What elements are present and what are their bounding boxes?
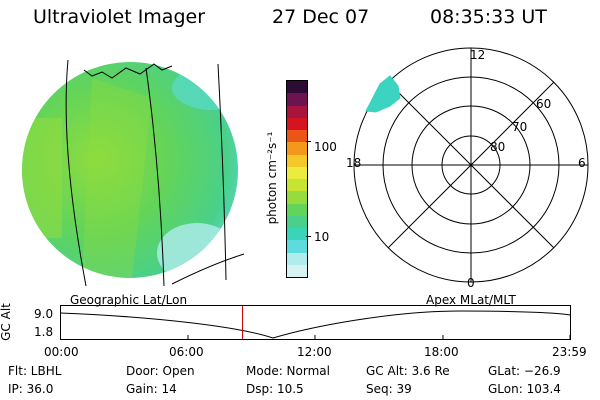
mlt-6: 6 bbox=[578, 156, 586, 170]
date-label: 27 Dec 07 bbox=[272, 6, 370, 28]
alt-ylabel: GC Alt bbox=[0, 303, 13, 341]
gain-status: Gain: 14 bbox=[126, 382, 177, 396]
seq-status: Seq: 39 bbox=[366, 382, 412, 396]
alt-xtick-0000: 00:00 bbox=[44, 345, 79, 359]
glat-status: GLat: −26.9 bbox=[488, 364, 561, 378]
mlt-18: 18 bbox=[346, 156, 362, 170]
colorbar-segment bbox=[287, 142, 307, 155]
colorbar-segment bbox=[287, 252, 307, 265]
glon-status: GLon: 103.4 bbox=[488, 382, 561, 396]
aurora-patch bbox=[365, 75, 401, 113]
colorbar-segment bbox=[287, 117, 307, 130]
colorbar-segment bbox=[287, 179, 307, 192]
filter-status: Flt: LBHL bbox=[8, 364, 62, 378]
alt-xtick-1200: 12:00 bbox=[297, 345, 332, 359]
mlat-80: 80 bbox=[490, 140, 506, 154]
alt-xtick-1800: 18:00 bbox=[424, 345, 459, 359]
colorbar-label: photon cm⁻²s⁻¹ bbox=[265, 131, 279, 225]
altitude-curve bbox=[60, 310, 571, 339]
polar-plot bbox=[353, 47, 589, 283]
colorbar-segment bbox=[287, 215, 307, 228]
colorbar bbox=[286, 80, 308, 278]
alt-ytick-1-8: 1.8 bbox=[34, 325, 54, 339]
colorbar-segment bbox=[287, 264, 307, 277]
time-label: 08:35:33 UT bbox=[430, 6, 547, 28]
gc-alt-status: GC Alt: 3.6 Re bbox=[366, 364, 450, 378]
colorbar-segment bbox=[287, 203, 307, 216]
door-status: Door: Open bbox=[126, 364, 195, 378]
ip-status: IP: 36.0 bbox=[8, 382, 54, 396]
mlt-12: 12 bbox=[470, 48, 486, 62]
colorbar-segment bbox=[287, 93, 307, 106]
instrument-title: Ultraviolet Imager bbox=[33, 6, 206, 28]
colorbar-tick-10: 10 bbox=[314, 230, 330, 244]
mode-status: Mode: Normal bbox=[246, 364, 330, 378]
colorbar-segment bbox=[287, 166, 307, 179]
mlt-0: 0 bbox=[467, 276, 475, 290]
altitude-plot bbox=[60, 305, 571, 340]
alt-ytick-9: 9.0 bbox=[34, 307, 54, 321]
mlat-60: 60 bbox=[536, 97, 552, 111]
colorbar-segment bbox=[287, 105, 307, 118]
geographic-label: Geographic Lat/Lon bbox=[70, 293, 188, 307]
colorbar-segment bbox=[287, 130, 307, 143]
colorbar-segment bbox=[287, 228, 307, 241]
alt-xtick-0600: 06:00 bbox=[169, 345, 204, 359]
colorbar-segment bbox=[287, 154, 307, 167]
colorbar-segment bbox=[287, 191, 307, 204]
mlat-70: 70 bbox=[512, 120, 528, 134]
colorbar-segment bbox=[287, 240, 307, 253]
alt-xtick-2359: 23:59 bbox=[552, 345, 587, 359]
dsp-status: Dsp: 10.5 bbox=[246, 382, 304, 396]
polar-label: Apex MLat/MLT bbox=[426, 293, 516, 307]
colorbar-segment bbox=[287, 81, 307, 94]
colorbar-tick-100: 100 bbox=[314, 140, 337, 154]
geographic-image bbox=[22, 59, 245, 287]
